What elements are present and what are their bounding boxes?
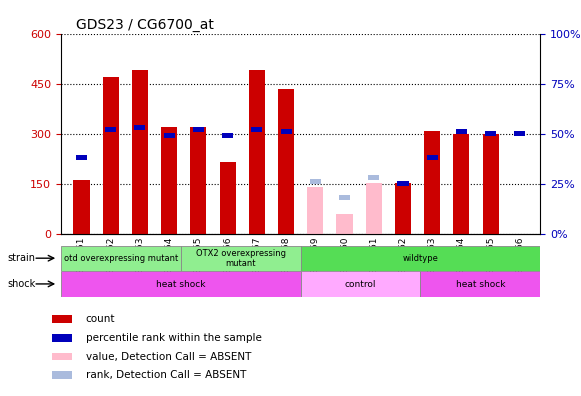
- Bar: [426, 155, 437, 160]
- Bar: [73, 180, 89, 234]
- Bar: [421, 271, 540, 297]
- Bar: [52, 352, 71, 360]
- Bar: [105, 128, 116, 132]
- Text: GDS23 / CG6700_at: GDS23 / CG6700_at: [76, 18, 213, 32]
- Bar: [164, 133, 175, 138]
- Bar: [453, 134, 469, 234]
- Text: rank, Detection Call = ABSENT: rank, Detection Call = ABSENT: [85, 370, 246, 381]
- Bar: [251, 128, 263, 132]
- Text: otd overexpressing mutant: otd overexpressing mutant: [64, 254, 178, 263]
- Text: percentile rank within the sample: percentile rank within the sample: [85, 333, 261, 343]
- Bar: [395, 183, 411, 234]
- Bar: [181, 246, 301, 271]
- Bar: [52, 315, 71, 323]
- Bar: [278, 89, 294, 234]
- Text: strain: strain: [7, 253, 35, 263]
- Bar: [365, 183, 382, 234]
- Bar: [281, 129, 292, 134]
- Text: control: control: [345, 280, 376, 289]
- Bar: [52, 371, 71, 379]
- Bar: [76, 155, 87, 160]
- Bar: [222, 133, 233, 138]
- Text: OTX2 overexpressing
mutant: OTX2 overexpressing mutant: [196, 249, 286, 268]
- Text: wildtype: wildtype: [403, 254, 439, 263]
- Bar: [397, 181, 408, 186]
- Bar: [52, 334, 71, 342]
- Bar: [336, 213, 353, 234]
- Bar: [339, 195, 350, 200]
- Bar: [310, 179, 321, 184]
- Bar: [161, 127, 177, 234]
- Bar: [301, 246, 540, 271]
- Bar: [191, 127, 206, 234]
- Bar: [456, 129, 467, 134]
- Bar: [485, 131, 496, 136]
- Bar: [301, 271, 421, 297]
- Text: count: count: [85, 314, 115, 324]
- Bar: [220, 162, 236, 234]
- Text: heat shock: heat shock: [456, 280, 505, 289]
- Bar: [307, 187, 323, 234]
- Text: heat shock: heat shock: [156, 280, 206, 289]
- Bar: [249, 70, 265, 234]
- Text: value, Detection Call = ABSENT: value, Detection Call = ABSENT: [85, 352, 251, 362]
- Bar: [424, 131, 440, 234]
- Bar: [193, 128, 204, 132]
- Bar: [514, 131, 525, 136]
- Bar: [61, 246, 181, 271]
- Bar: [368, 175, 379, 180]
- Text: shock: shock: [7, 279, 35, 289]
- Bar: [134, 125, 145, 130]
- Bar: [61, 271, 301, 297]
- Bar: [483, 134, 498, 234]
- Bar: [132, 70, 148, 234]
- Bar: [103, 77, 119, 234]
